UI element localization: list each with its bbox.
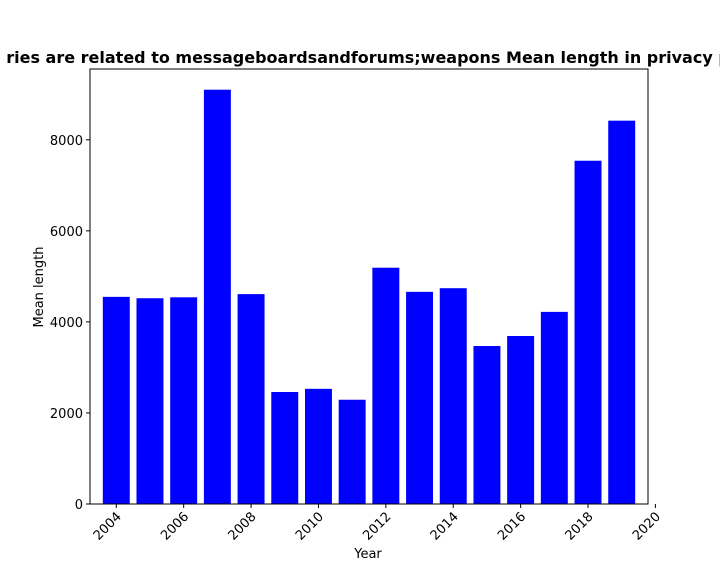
x-tick-label-2012: 2012 — [360, 510, 394, 544]
x-tick-label-2014: 2014 — [428, 510, 462, 544]
chart-title: ries are related to messageboardsandforu… — [6, 48, 720, 67]
bar-2011 — [338, 399, 366, 504]
x-tick-label-2018: 2018 — [563, 510, 597, 544]
y-tick-label-0: 0 — [75, 498, 83, 513]
bar-2016 — [507, 336, 535, 504]
y-tick-label-2000: 2000 — [50, 407, 83, 422]
x-tick-label-2010: 2010 — [293, 510, 327, 544]
y-tick-label-6000: 6000 — [50, 225, 83, 240]
bar-2019 — [608, 120, 636, 505]
bar-2006 — [170, 297, 198, 504]
bar-2015 — [473, 346, 501, 504]
y-tick-label-8000: 8000 — [50, 134, 83, 149]
x-axis: 2004 2006 2008 2010 2012 2014 2016 2018 2020 — [91, 504, 664, 544]
x-tick-label-2008: 2008 — [226, 510, 260, 544]
bars-group — [102, 89, 636, 505]
bar-2008 — [237, 294, 265, 504]
bar-2017 — [540, 311, 568, 504]
x-tick-label-2020: 2020 — [630, 510, 664, 544]
bar-2018 — [574, 160, 602, 505]
x-tick-label-2006: 2006 — [158, 510, 192, 544]
x-axis-label: Year — [353, 547, 382, 562]
bar-2010 — [304, 388, 332, 504]
bar-2014 — [439, 288, 467, 504]
x-tick-label-2016: 2016 — [495, 510, 529, 544]
bar-2013 — [406, 291, 434, 504]
x-tick-label-2004: 2004 — [91, 510, 125, 544]
bar-2009 — [271, 392, 299, 504]
y-tick-label-4000: 4000 — [50, 316, 83, 331]
bar-2012 — [372, 267, 400, 504]
y-axis: 0 2000 4000 6000 8000 — [50, 134, 90, 513]
plot-frame — [89, 68, 649, 505]
y-axis-label: Mean length — [32, 247, 47, 328]
bar-2007 — [203, 89, 231, 505]
bar-2004 — [102, 296, 130, 504]
bar-2005 — [136, 298, 164, 504]
